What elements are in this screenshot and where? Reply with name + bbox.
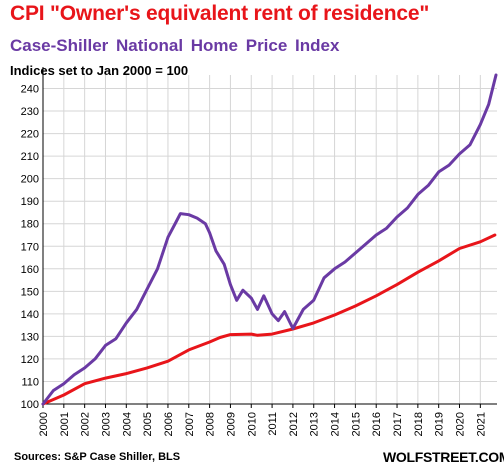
source-note: Sources: S&P Case Shiller, BLS	[14, 451, 181, 463]
x-tick-label: 2019	[434, 412, 446, 436]
y-tick-label: 170	[21, 241, 39, 253]
x-tick-label: 2009	[225, 412, 237, 436]
x-tick-label: 2007	[184, 412, 196, 436]
y-tick-label: 190	[21, 196, 39, 208]
series-line-cs	[41, 73, 498, 406]
x-tick-label: 2021	[475, 412, 487, 436]
brand-logo-text: WOLFSTREET.COM	[383, 449, 504, 465]
y-tick-label: 240	[21, 84, 39, 96]
x-tick-label: 2010	[246, 412, 258, 436]
y-tick-label: 160	[21, 264, 39, 276]
x-tick-label: 2012	[288, 412, 300, 436]
y-tick-label: 180	[21, 219, 39, 231]
x-tick-label: 2017	[392, 412, 404, 436]
y-tick-label: 100	[21, 399, 39, 411]
x-tick-label: 2001	[59, 412, 71, 436]
y-tick-label: 120	[21, 354, 39, 366]
x-tick-label: 2011	[267, 412, 279, 436]
y-tick-label: 130	[21, 331, 39, 343]
series-line-cpi	[41, 233, 497, 406]
x-tick-label: 2015	[350, 412, 362, 436]
x-tick-label: 2014	[330, 412, 342, 436]
x-tick-label: 2003	[100, 412, 112, 436]
chart-subtitle: Case-Shiller National Home Price Index	[10, 36, 340, 55]
x-tick-label: 2020	[455, 412, 467, 436]
y-tick-label: 220	[21, 129, 39, 141]
y-tick-label: 230	[21, 106, 39, 118]
chart-note: Indices set to Jan 2000 = 100	[10, 63, 189, 78]
y-tick-label: 110	[21, 376, 39, 388]
x-tick-label: 2002	[80, 412, 92, 436]
x-tick-label: 2016	[371, 412, 383, 436]
x-tick-label: 2006	[163, 412, 175, 436]
x-tick-label: 2000	[38, 412, 50, 436]
y-tick-label: 150	[21, 286, 39, 298]
x-tick-label: 2005	[142, 412, 154, 436]
x-tick-label: 2004	[121, 412, 133, 436]
x-tick-label: 2013	[309, 412, 321, 436]
y-tick-label: 210	[21, 151, 39, 163]
chart-title: CPI "Owner's equivalent rent of residenc…	[10, 2, 430, 25]
y-tick-label: 140	[21, 309, 39, 321]
x-tick-label: 2008	[205, 412, 217, 436]
x-tick-label: 2018	[413, 412, 425, 436]
y-tick-label: 200	[21, 174, 39, 186]
